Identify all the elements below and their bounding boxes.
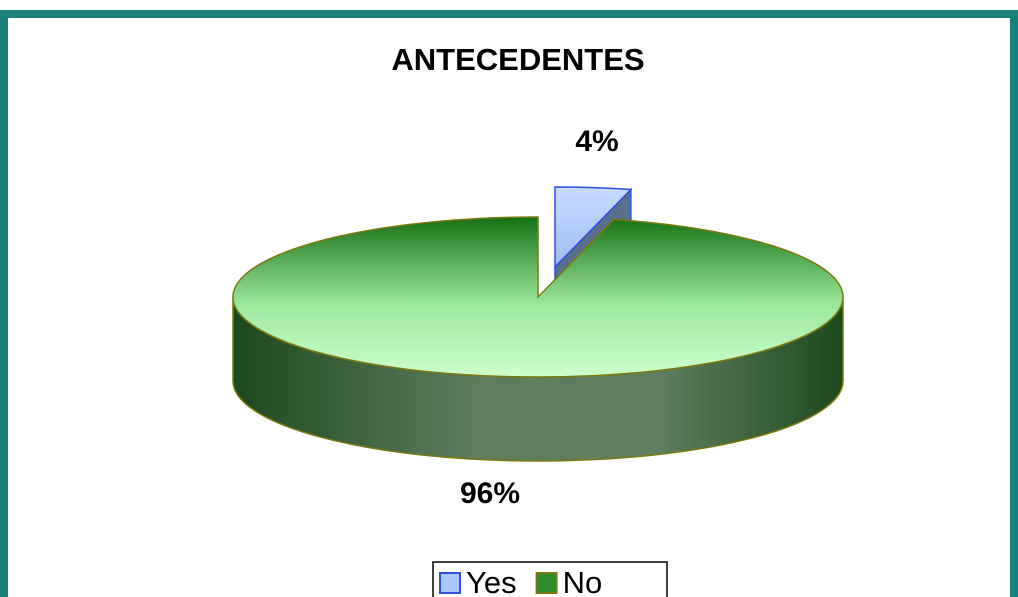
pie-slice: [554, 186, 633, 269]
legend-label: No: [563, 565, 603, 597]
legend-label: Yes: [466, 565, 517, 597]
chart-title: ANTECEDENTES: [391, 42, 644, 77]
data-label: 96%: [460, 477, 520, 510]
legend-swatch: [535, 572, 558, 594]
legend-swatch: [439, 572, 461, 594]
data-label: 4%: [575, 125, 618, 158]
pie-slice: [232, 216, 844, 378]
